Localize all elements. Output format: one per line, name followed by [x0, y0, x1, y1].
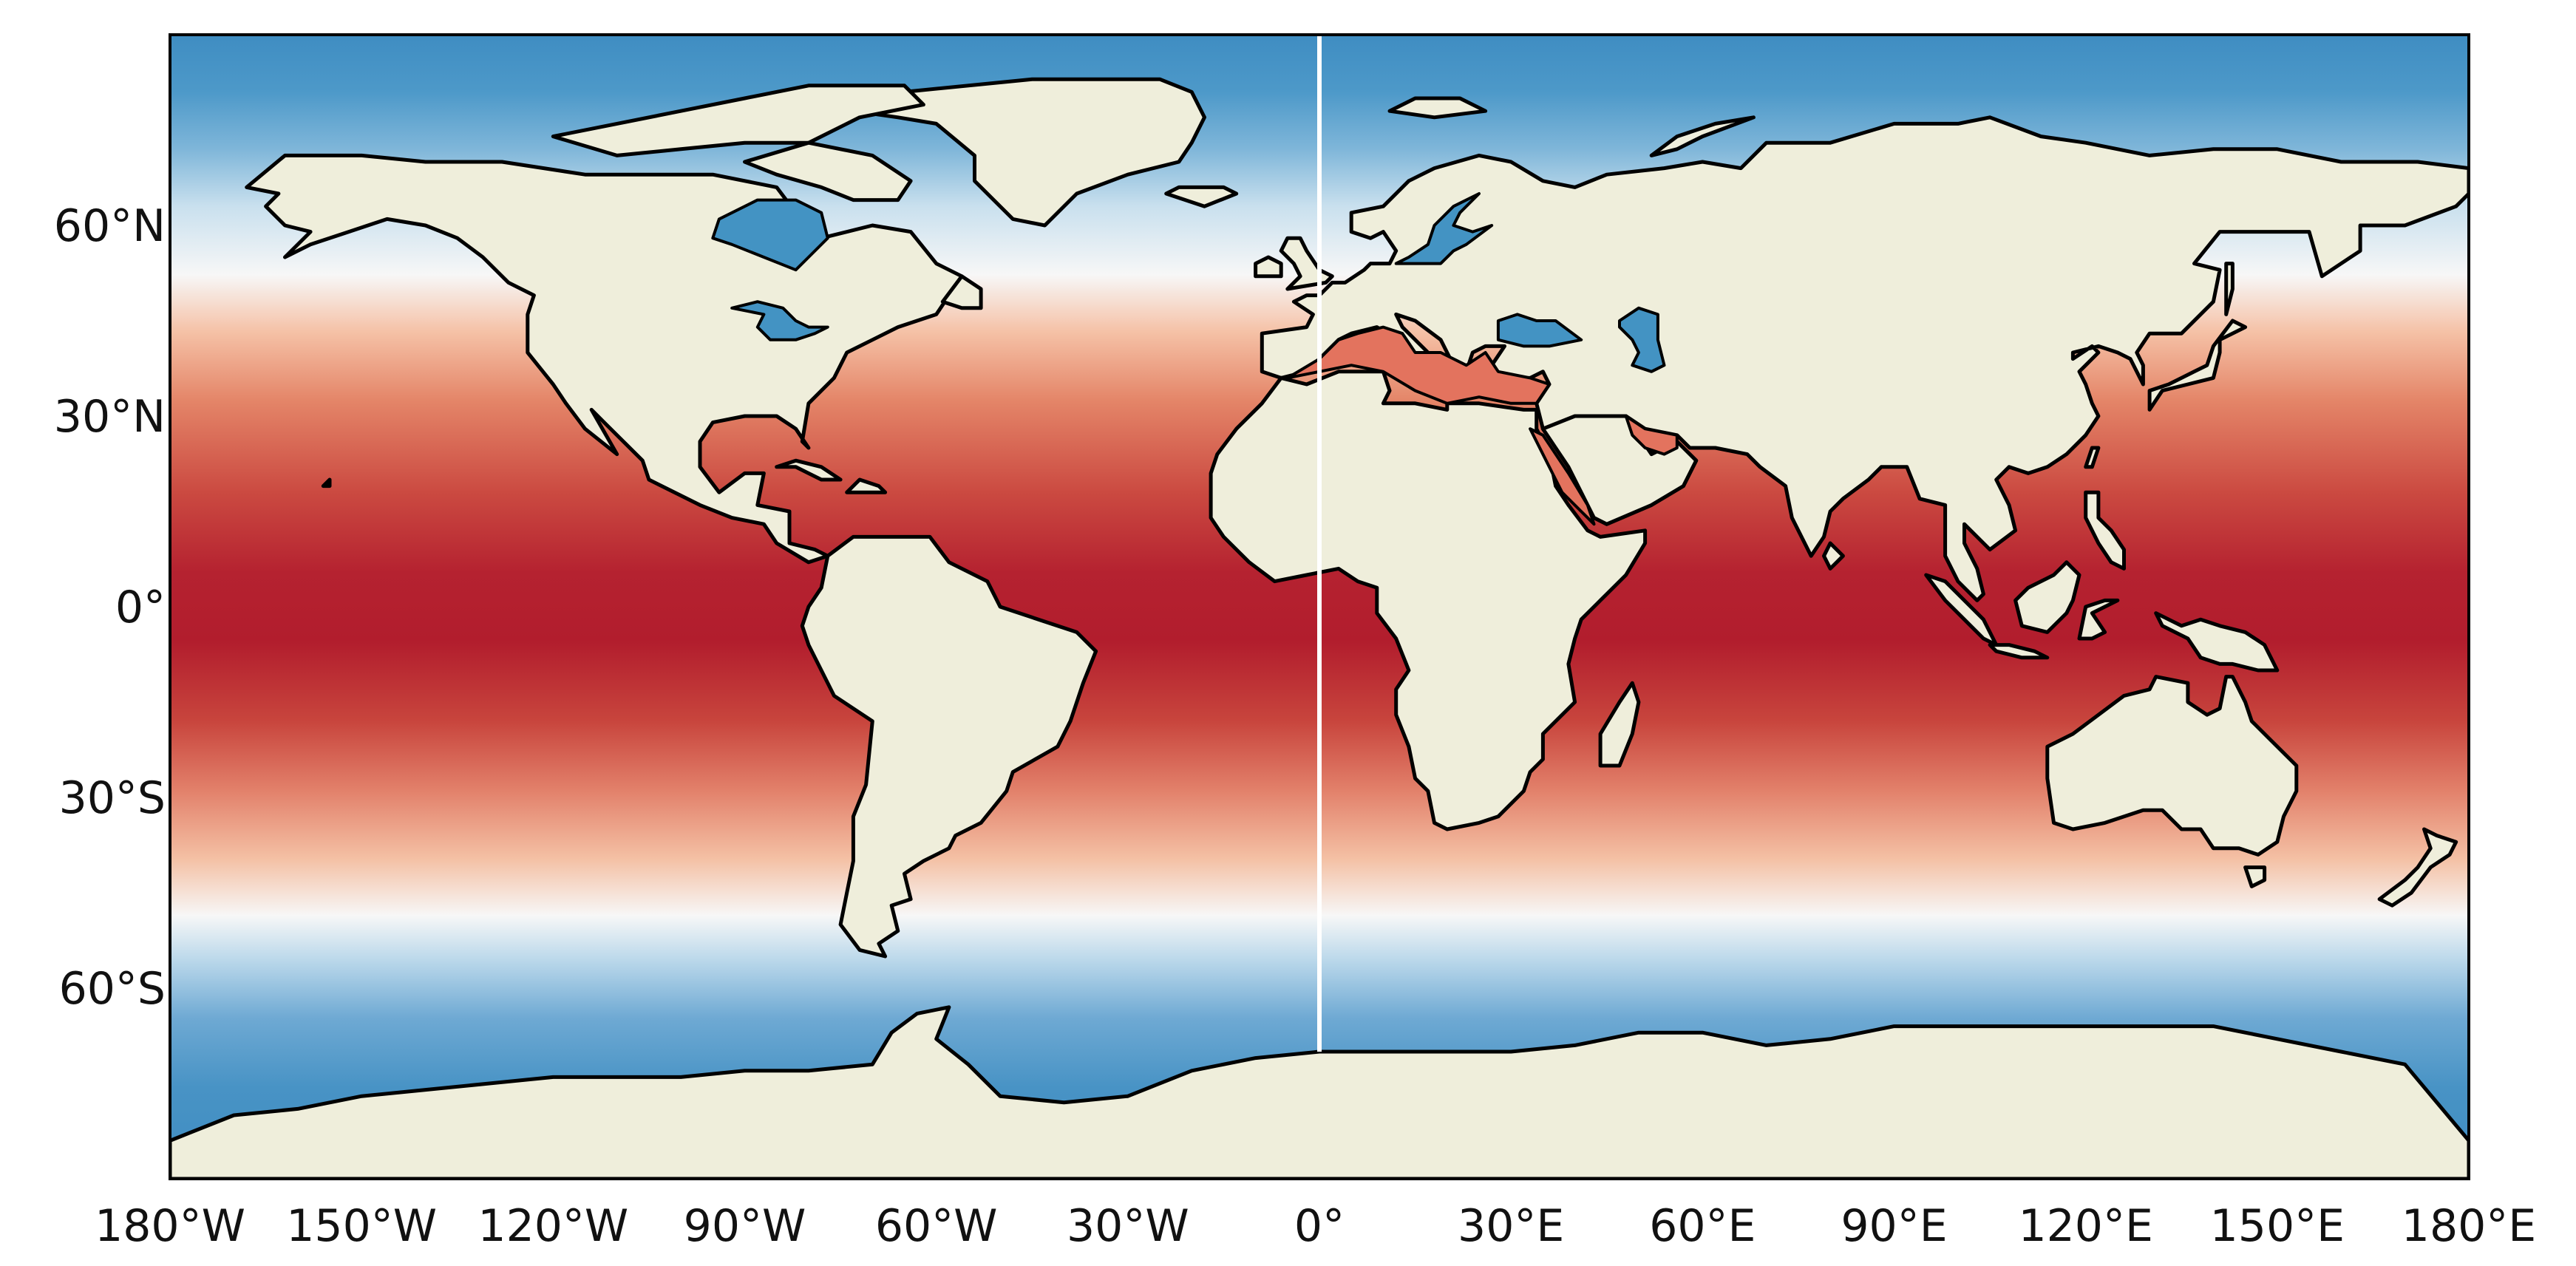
water-hudson-bay [711, 198, 829, 272]
landmass-philippines [2084, 490, 2126, 571]
x-tick-label: 120°W [478, 1200, 628, 1252]
x-tick-label: 90°W [684, 1200, 806, 1252]
landmass-sumatra [1924, 573, 1999, 647]
landmass-tasmania [2243, 865, 2267, 888]
x-tick-label: 60°E [1649, 1200, 1756, 1252]
landmass-australia [2045, 675, 2299, 857]
landmass-sri-lanka [1822, 541, 1845, 571]
water-great-lakes [730, 300, 829, 341]
landmass-svalbard [1387, 96, 1488, 120]
water-red-sea [1529, 427, 1596, 526]
landmass-hispaniola [845, 477, 888, 494]
x-tick-label: 30°W [1067, 1200, 1189, 1252]
x-tick-label: 0° [1294, 1200, 1345, 1252]
x-tick-label: 60°W [875, 1200, 998, 1252]
landmass-antarctica [170, 1005, 2469, 1179]
landmass-hawaii [321, 477, 332, 489]
landmass-eurasia [1260, 115, 2469, 602]
landmass-cuba [775, 458, 843, 482]
x-tick-labels: 180°W 150°W 120°W 90°W 60°W 30°W 0° 30°E 60°E 90°… [95, 1200, 2536, 1252]
water-mediterranean [1285, 325, 1551, 405]
landmass-sulawesi [2077, 598, 2120, 641]
landmass-ireland [1254, 255, 1283, 279]
landmass-japan [2147, 319, 2248, 412]
landmass-canadian-arctic-islands [551, 84, 925, 157]
y-tick-label: 30°S [59, 772, 166, 824]
landmass-borneo [2013, 560, 2081, 634]
y-tick-labels: 60°N 30°N 0° 30°S 60°S [54, 200, 166, 1015]
y-tick-label: 0° [115, 582, 166, 633]
landmass-new-zealand [2377, 827, 2458, 908]
x-tick-label: 150°E [2210, 1200, 2345, 1252]
map-frame [169, 33, 2470, 1180]
x-tick-label: 150°W [286, 1200, 437, 1252]
landmass-greenland [851, 77, 1206, 228]
y-tick-label: 30°N [54, 391, 166, 443]
landmass-iceland [1164, 185, 1239, 208]
lake-layer [711, 192, 1679, 526]
x-tick-label: 90°E [1841, 1200, 1947, 1252]
x-tick-label: 120°E [2018, 1200, 2152, 1252]
landmass-baffin-island [743, 140, 913, 203]
y-tick-label: 60°S [59, 963, 166, 1015]
y-tick-label: 60°N [54, 200, 166, 252]
landmass-arabian-peninsula [1540, 414, 1699, 526]
landmass-sakhalin [2224, 262, 2235, 316]
landmass-java [1988, 643, 2050, 660]
x-tick-label: 180°E [2402, 1200, 2536, 1252]
x-tick-label: 180°W [95, 1200, 245, 1252]
water-black-sea [1496, 313, 1583, 348]
landmass-novaya-zemlya [1649, 115, 1756, 157]
landmass-newfoundland [940, 274, 983, 310]
x-tick-label: 30°E [1458, 1200, 1564, 1252]
landmass-new-guinea [2154, 611, 2280, 673]
landmass-madagascar [1598, 681, 1641, 768]
water-persian-gulf [1624, 415, 1679, 456]
landmass-taiwan [2084, 446, 2101, 469]
land-layer [170, 77, 2469, 1179]
landmass-south-america [800, 534, 1098, 959]
water-caspian-sea [1618, 306, 1666, 373]
water-baltic-sea [1394, 192, 1494, 265]
